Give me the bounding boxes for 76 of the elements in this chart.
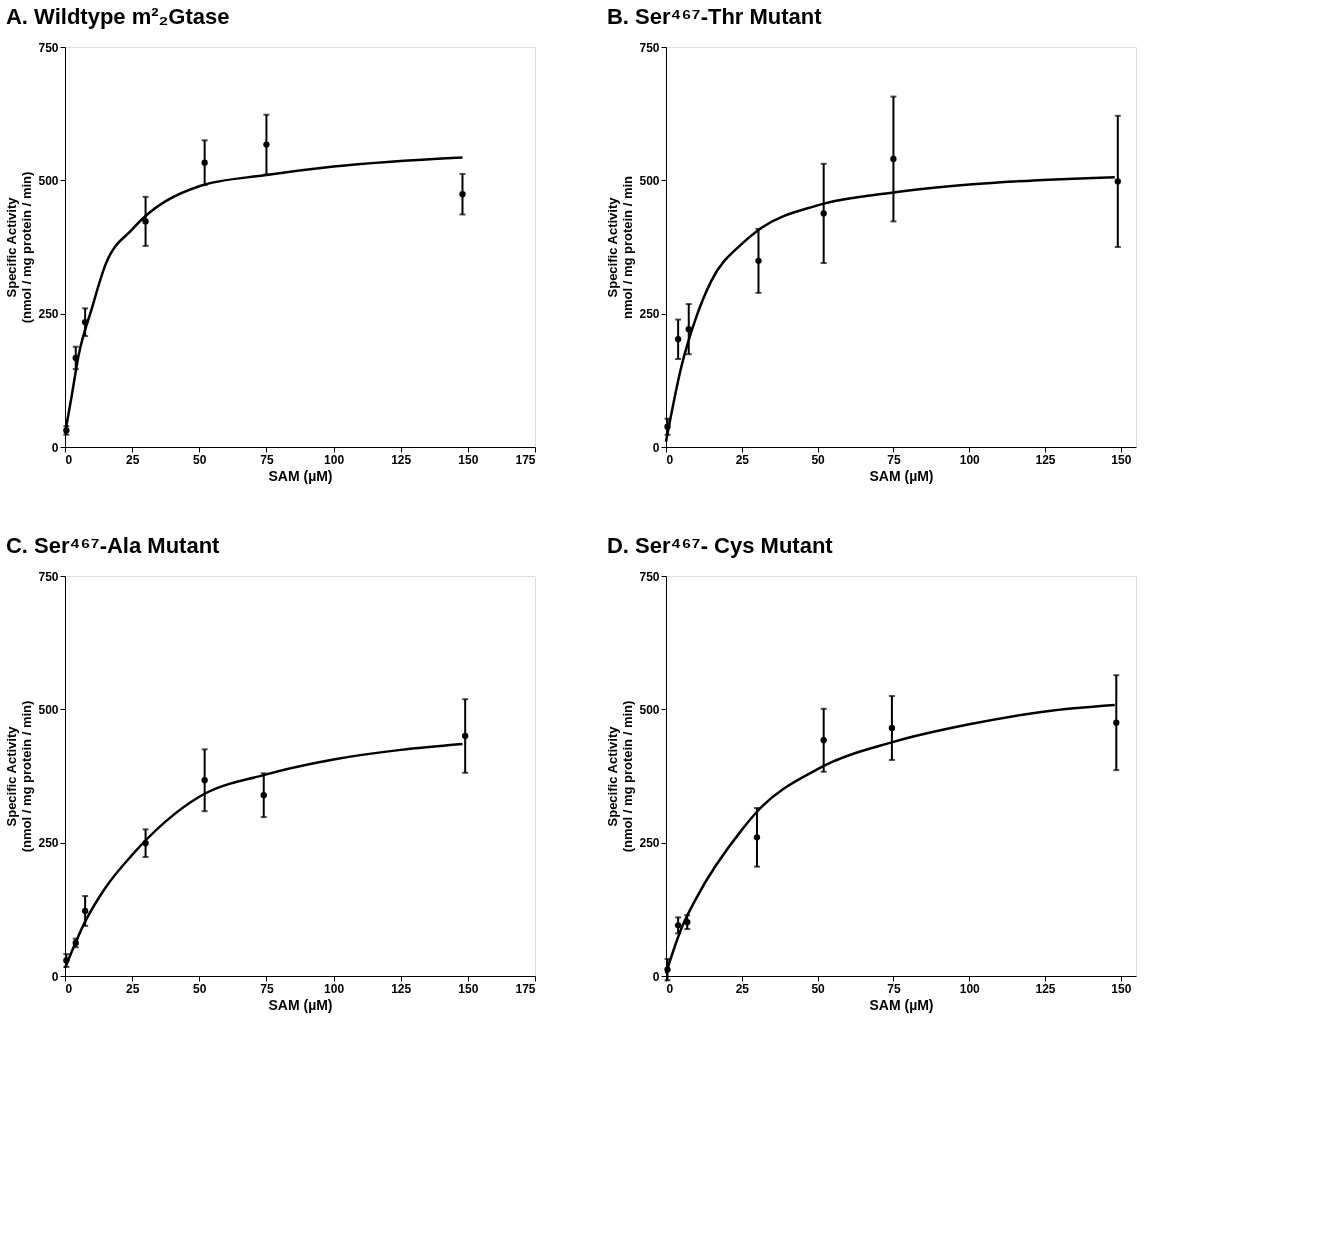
x-tick-label: 100 (959, 452, 981, 467)
y-tick-label: 750 (639, 40, 660, 55)
point (263, 141, 270, 148)
chart-title: D. Ser⁴⁶⁷- Cys Mutant (606, 533, 834, 558)
point (81, 907, 89, 915)
point (888, 724, 896, 732)
x-tick-label: 75 (887, 452, 901, 467)
point (142, 218, 149, 225)
x-tick-label: 125 (1035, 981, 1056, 996)
x-tick-label: 75 (260, 981, 274, 996)
x-tick-label: 150 (1111, 981, 1132, 996)
point (1114, 178, 1121, 185)
y-axis-title: Specific Activity (nmol / mg protein / min) (4, 700, 35, 853)
y-tick-label: 500 (639, 702, 660, 717)
y-tick-label: 0 (652, 969, 660, 984)
chart-title: B. Ser⁴⁶⁷-Thr Mutant (606, 4, 823, 29)
x-tick-label: 0 (65, 981, 73, 996)
y-tick-label: 250 (639, 836, 660, 851)
point (820, 737, 827, 744)
y-tick-label: 750 (639, 569, 660, 584)
x-tick-label: 50 (193, 981, 207, 996)
y-tick-label: 250 (639, 307, 660, 322)
y-axis-title: Specific Activity nmol / mg protein / min (605, 175, 636, 319)
y-tick-label: 750 (38, 40, 59, 55)
x-tick-label: 125 (391, 981, 412, 996)
x-tick-label: 100 (324, 981, 345, 996)
x-axis-title: SAM (µM) (268, 467, 333, 484)
x-tick-label: 0 (666, 452, 674, 467)
x-tick-label: 100 (324, 452, 345, 467)
y-tick-label: 0 (51, 969, 59, 984)
point (462, 732, 469, 740)
x-tick-label: 50 (193, 452, 207, 467)
x-tick-label: 25 (735, 452, 750, 467)
y-tick-label: 500 (38, 173, 59, 188)
y-tick-label: 500 (639, 173, 660, 188)
x-tick-label: 25 (735, 981, 750, 996)
point (201, 777, 208, 784)
x-axis-title: SAM (µM) (869, 996, 934, 1013)
point (890, 155, 897, 163)
y-tick-label: 0 (652, 440, 660, 455)
point (674, 336, 682, 343)
x-axis-title: SAM (µM) (268, 996, 333, 1013)
x-tick-label: 50 (811, 981, 826, 996)
point (674, 922, 682, 929)
x-tick-label: 175 (515, 981, 536, 996)
point (753, 834, 761, 841)
x-tick-label: 25 (125, 981, 140, 996)
point (1113, 719, 1120, 726)
y-axis-title: Specific Activity (nmol / mg protein / min) (4, 171, 35, 324)
y-tick-label: 500 (38, 702, 59, 717)
point (755, 257, 762, 265)
y-tick-label: 250 (38, 836, 59, 851)
x-tick-label: 150 (458, 981, 479, 996)
x-axis-title: SAM (µM) (869, 467, 934, 484)
x-tick-label: 175 (515, 452, 536, 467)
point (260, 792, 267, 799)
y-axis-title: Specific Activity (nmol / mg protein / min) (605, 700, 636, 853)
chart-title: A. Wildtype m²₂Gtase (5, 4, 230, 29)
point (201, 159, 208, 166)
x-tick-label: 100 (959, 981, 981, 996)
x-tick-label: 125 (1035, 452, 1056, 467)
x-tick-label: 50 (811, 452, 826, 467)
point (820, 210, 827, 217)
x-tick-label: 75 (887, 981, 901, 996)
x-tick-label: 125 (391, 452, 412, 467)
x-tick-label: 75 (260, 452, 274, 467)
chart-title: C. Ser⁴⁶⁷-Ala Mutant (5, 533, 221, 558)
point (459, 191, 466, 198)
y-tick-label: 0 (51, 440, 59, 455)
x-tick-label: 25 (125, 452, 140, 467)
x-tick-label: 150 (1111, 452, 1132, 467)
y-tick-label: 750 (38, 569, 59, 584)
x-tick-label: 0 (65, 452, 73, 467)
x-tick-label: 0 (666, 981, 674, 996)
y-tick-label: 250 (38, 307, 59, 322)
x-tick-label: 150 (458, 452, 479, 467)
